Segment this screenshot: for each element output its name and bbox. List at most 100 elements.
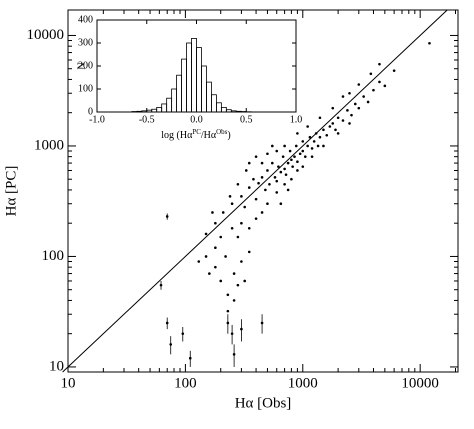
data-point [316,144,320,148]
data-point [303,155,307,158]
x-axis-label-part: ) [227,130,230,141]
data-point [348,91,351,95]
data-point [273,176,277,179]
data-point [219,279,223,283]
histogram-bar [211,94,217,113]
data-point [208,272,211,275]
histogram-bar [225,109,232,113]
data-point [230,332,234,335]
data-point [240,327,243,331]
data-point [240,195,243,198]
data-point [224,255,227,258]
data-point [260,161,264,165]
data-point [252,177,255,181]
data-point [284,173,288,176]
data-point [369,72,373,76]
data-point [247,186,251,189]
data-point [232,272,236,275]
histogram-bar [156,107,163,113]
data-point [293,155,296,158]
histogram-bar [166,97,173,113]
data-point [383,84,387,88]
data-point [301,140,305,143]
data-point [283,144,286,148]
data-point [308,135,312,139]
data-point [275,179,279,183]
y-tick-label: 200 [78,60,93,71]
data-point [254,155,258,158]
data-point [296,169,299,172]
data-point [288,149,292,153]
x-tick-label: 1.0 [290,114,303,125]
data-point [350,113,353,117]
data-point [236,283,240,287]
y-tick-label: 10000 [27,27,65,43]
data-point [306,144,309,148]
data-point [260,176,264,179]
data-point [298,152,302,156]
histogram-bar [230,110,237,113]
data-point [197,260,201,263]
data-point [275,191,279,194]
data-point [378,80,381,84]
data-point [331,106,335,110]
plot-frame [67,9,459,373]
y-tick-label: 10 [49,358,64,374]
data-point [271,161,274,165]
data-point [331,122,335,125]
data-point [240,260,243,263]
data-point [228,195,232,198]
x-tick-label: 100 [174,375,197,391]
data-point [291,165,294,168]
data-point [322,144,325,148]
data-point [165,215,169,218]
y-tick-label: 300 [78,37,93,48]
data-point [211,211,214,214]
data-point [286,161,290,165]
data-point [312,140,316,143]
histogram-bar [186,42,192,113]
data-point [392,69,396,72]
x-axis-label: log (HαPC/HαObs) [161,128,231,142]
data-point [204,232,208,236]
data-point [226,309,230,313]
data-point [322,128,325,132]
data-point [346,109,349,112]
data-point [306,125,309,128]
data-point [236,182,240,186]
data-point [328,125,332,128]
data-point [247,161,251,165]
data-point [188,356,192,360]
data-point [266,169,269,172]
histogram-bar [176,74,182,113]
data-point [318,135,322,139]
data-point [281,155,285,158]
data-point [283,167,286,171]
histogram-bar [171,88,177,113]
data-point [283,182,286,186]
data-point [277,165,280,168]
data-point [301,165,305,168]
data-point [243,205,246,209]
data-point [357,106,361,110]
data-point [230,226,234,230]
histogram-bar [161,103,168,113]
data-point [378,62,381,66]
data-point [236,235,240,239]
y-tick-label: 100 [78,83,93,94]
y-tick-label: 400 [78,14,93,25]
data-point [165,321,169,325]
data-point [240,221,243,225]
data-point [334,128,337,132]
data-point [214,265,217,269]
x-tick-label: -0.5 [139,114,155,125]
data-point [353,102,357,106]
data-point [325,133,329,137]
data-point [266,152,269,156]
data-point [232,353,236,356]
data-point [230,202,234,206]
x-tick-label: 0.5 [240,114,253,125]
data-point [226,321,230,325]
y-tick-label: 1000 [34,137,64,153]
